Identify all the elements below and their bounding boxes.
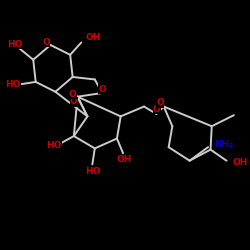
Text: HO: HO (46, 141, 61, 150)
Text: OH: OH (232, 158, 248, 167)
Text: O: O (69, 90, 76, 99)
Text: OH: OH (116, 155, 132, 164)
Text: O: O (156, 98, 164, 107)
Text: O: O (70, 97, 78, 106)
Text: HO: HO (7, 40, 22, 49)
Text: HO: HO (85, 166, 100, 175)
Text: OH: OH (86, 33, 101, 42)
Text: O: O (153, 105, 161, 114)
Text: NH₂: NH₂ (214, 140, 234, 149)
Text: O: O (42, 38, 50, 46)
Text: O: O (99, 85, 106, 94)
Text: HO: HO (5, 80, 21, 89)
